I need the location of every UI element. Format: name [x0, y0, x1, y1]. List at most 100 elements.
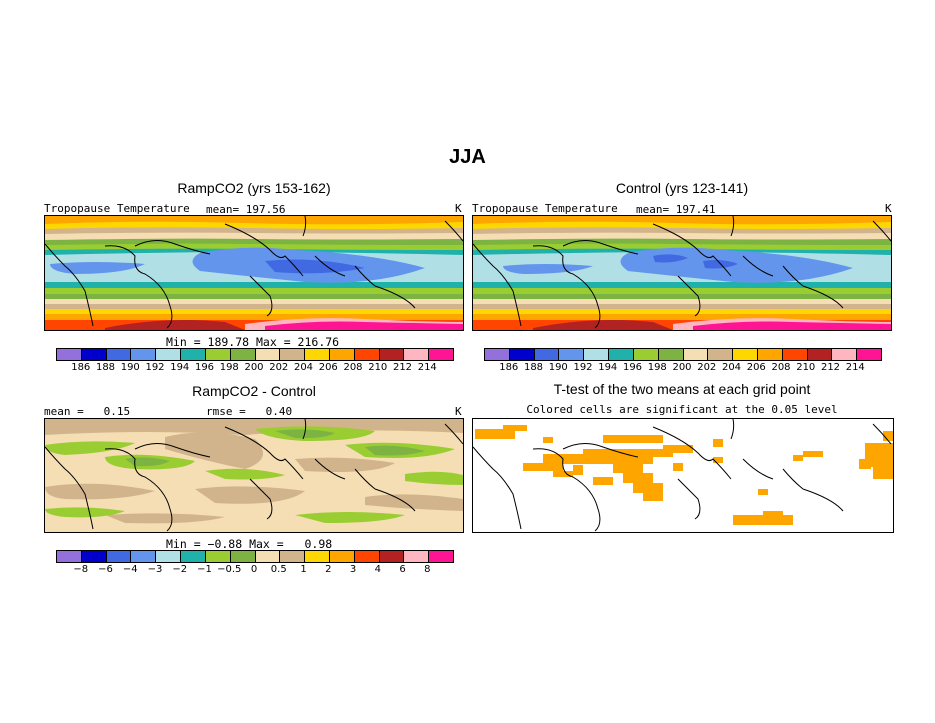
colorbar-tick-label: 8: [424, 564, 431, 575]
mean-value: 0.15: [103, 405, 131, 418]
colorbar-swatch: [230, 551, 256, 562]
colorbar-tick-label: −1: [197, 564, 212, 575]
colorbar-tick-label: 210: [368, 362, 388, 373]
colorbar-tick-label: 190: [120, 362, 140, 373]
colorbar-tick-label: 198: [647, 362, 667, 373]
colorbar-tick-label: 188: [95, 362, 116, 373]
map-ttest-significance: [472, 418, 894, 533]
colorbar-swatch: [81, 349, 107, 360]
colorbar-swatch: [429, 349, 453, 360]
colorbar-swatch: [106, 551, 132, 562]
colorbar-tick-label: 210: [796, 362, 816, 373]
colorbar-swatch: [131, 551, 157, 562]
colorbar-difference: [56, 550, 454, 563]
colorbar-tick-label: −0.5: [217, 564, 242, 575]
colorbar-swatch: [757, 349, 783, 360]
colorbar-temperature: [484, 348, 882, 361]
colorbar-swatch: [404, 551, 430, 562]
colorbar-tick-label: 200: [244, 362, 264, 373]
unit-label: K: [455, 202, 462, 215]
colorbar-tick-label: 1: [300, 564, 307, 575]
colorbar-tick-label: 208: [771, 362, 791, 373]
significance-note: Colored cells are significant at the 0.0…: [526, 403, 838, 416]
colorbar-swatch: [559, 349, 585, 360]
colorbar-tick-label: 186: [499, 362, 519, 373]
minmax-label: Min = −0.88 Max = 0.98: [166, 537, 333, 551]
colorbar-tick-label: 200: [672, 362, 692, 373]
colorbar-swatch: [156, 349, 182, 360]
colorbar-swatch: [305, 349, 330, 360]
colorbar-swatch: [329, 551, 355, 562]
map-control-temperature: [472, 215, 892, 331]
colorbar-swatch: [509, 349, 535, 360]
colorbar-tick-label: 212: [820, 362, 841, 373]
colorbar-tick-label: 214: [845, 362, 865, 373]
colorbar-swatch: [584, 349, 610, 360]
colorbar-swatch: [683, 349, 709, 360]
unit-label: K: [455, 405, 462, 418]
mean-label: mean= 197.41: [636, 203, 716, 216]
colorbar-swatch: [230, 349, 256, 360]
colorbar-tick-label: 208: [343, 362, 363, 373]
rmse-value: 0.40: [265, 405, 293, 418]
colorbar-swatch: [429, 551, 453, 562]
panel-title-ttest: T-test of the two means at each grid poi…: [553, 381, 811, 397]
colorbar-tick-label: 192: [573, 362, 593, 373]
colorbar-swatch: [354, 349, 380, 360]
colorbar-swatch: [658, 349, 684, 360]
colorbar-tick-label: 214: [417, 362, 437, 373]
colorbar-tick-label: 192: [145, 362, 165, 373]
panel-title-control: Control (yrs 123-141): [615, 180, 749, 196]
colorbar-swatch: [280, 349, 306, 360]
colorbar-swatch: [807, 349, 833, 360]
colorbar-tick-label: 202: [269, 362, 289, 373]
colorbar-tick-label: 212: [392, 362, 413, 373]
colorbar-swatch: [404, 349, 430, 360]
colorbar-swatch: [379, 551, 405, 562]
colorbar-tick-label: 194: [598, 362, 618, 373]
colorbar-ticks: 186 188 190 192 194 196 198 200 202 204 206 208 210 2…: [484, 362, 880, 376]
colorbar-tick-label: 2: [325, 564, 332, 575]
colorbar-swatch: [156, 551, 182, 562]
rmse-label: rmse = 0.40: [206, 405, 293, 418]
mean-label: mean = 0.15: [44, 405, 131, 418]
mean-label: mean= 197.56: [206, 203, 286, 216]
panel-title-difference: RampCO2 - Control: [192, 383, 316, 399]
unit-label: K: [885, 202, 892, 215]
colorbar-tick-label: −8: [73, 564, 89, 575]
colorbar-swatch: [181, 349, 206, 360]
colorbar-tick-label: −3: [147, 564, 163, 575]
colorbar-swatch: [708, 349, 734, 360]
colorbar-ticks: −8 −6 −4 −3 −2 −1 −0.5 0 0.5 1 2 3 4 6 8: [56, 564, 452, 578]
colorbar-swatch: [57, 349, 82, 360]
colorbar-swatch: [485, 349, 510, 360]
colorbar-tick-label: 206: [746, 362, 766, 373]
colorbar-tick-label: 206: [318, 362, 338, 373]
colorbar-tick-label: 194: [170, 362, 190, 373]
mean-value: 197.56: [245, 203, 286, 216]
colorbar-tick-label: 198: [219, 362, 239, 373]
colorbar-tick-label: 196: [194, 362, 215, 373]
colorbar-swatch: [733, 349, 758, 360]
colorbar-swatch: [609, 349, 634, 360]
colorbar-swatch: [534, 349, 560, 360]
colorbar-tick-label: 0.5: [270, 564, 287, 575]
minmax-label: Min = 189.78 Max = 216.76: [166, 335, 340, 349]
colorbar-ticks: 186 188 190 192 194 196 198 200 202 204 206 208 210 2…: [56, 362, 452, 376]
colorbar-swatch: [81, 551, 107, 562]
panel-title-rampco2: RampCO2 (yrs 153-162): [177, 180, 331, 196]
colorbar-swatch: [379, 349, 405, 360]
colorbar-tick-label: 188: [523, 362, 544, 373]
colorbar-swatch: [205, 551, 231, 562]
colorbar-tick-label: 202: [697, 362, 717, 373]
colorbar-tick-label: −6: [98, 564, 113, 575]
colorbar-swatch: [181, 551, 206, 562]
colorbar-swatch: [782, 349, 808, 360]
variable-label: Tropopause Temperature: [44, 202, 190, 215]
colorbar-swatch: [305, 551, 330, 562]
colorbar-swatch: [255, 551, 281, 562]
colorbar-swatch: [205, 349, 231, 360]
colorbar-tick-label: 190: [548, 362, 568, 373]
colorbar-tick-label: 3: [349, 564, 357, 575]
colorbar-tick-label: −4: [122, 564, 138, 575]
